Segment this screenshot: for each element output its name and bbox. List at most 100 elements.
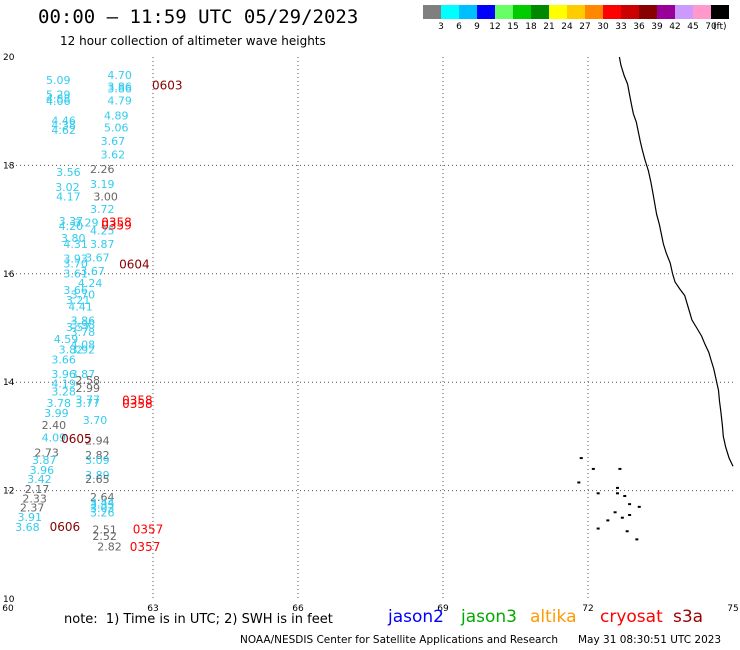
wave-height-label: 3.44 bbox=[90, 497, 115, 510]
wave-height-label: 4.88 bbox=[46, 93, 71, 106]
colorbar-swatch bbox=[621, 5, 639, 19]
wave-height-label: 3.42 bbox=[27, 473, 52, 486]
wave-height-label: 4.41 bbox=[68, 300, 93, 313]
wave-height-label: 4.25 bbox=[90, 224, 115, 237]
footer-timestamp: May 31 08:30:51 UTC 2023 bbox=[578, 634, 722, 646]
x-tick-label: 66 bbox=[292, 604, 304, 614]
x-tick-label: 72 bbox=[582, 604, 593, 614]
wave-height-label: 3.96 bbox=[51, 368, 76, 381]
wave-height-label: 2.51 bbox=[92, 524, 117, 537]
colorbar-swatch bbox=[441, 5, 459, 19]
wave-height-label: 2.73 bbox=[34, 447, 59, 460]
y-tick-label: 12 bbox=[3, 487, 14, 497]
island-mark bbox=[596, 527, 600, 530]
colorbar-swatch bbox=[477, 5, 495, 19]
wave-height-label: 5.09 bbox=[46, 74, 71, 87]
wave-height-label: 4.70 bbox=[107, 69, 132, 82]
wave-height-label: 3.66 bbox=[63, 284, 88, 297]
legend-altika: altika bbox=[530, 607, 577, 627]
wave-height-label: 3.00 bbox=[93, 190, 118, 203]
wave-height-label: 3.61 bbox=[63, 267, 88, 280]
wave-height-label: 4.89 bbox=[104, 110, 129, 123]
wave-height-label: 2.65 bbox=[85, 473, 110, 486]
wave-height-label: 3.26 bbox=[90, 506, 115, 519]
wave-height-label: 3.19 bbox=[90, 178, 115, 191]
island-mark bbox=[620, 516, 624, 519]
colorbar-swatch bbox=[711, 5, 729, 19]
wave-height-label: 2.64 bbox=[90, 491, 115, 504]
wave-height-label: 3.28 bbox=[51, 385, 76, 398]
wave-height-label: 2.94 bbox=[85, 435, 110, 448]
island-mark bbox=[577, 481, 581, 484]
wave-height-label: 2.33 bbox=[22, 493, 47, 506]
y-tick-label: 18 bbox=[3, 161, 15, 171]
colorbar-tick-label: 45 bbox=[687, 22, 699, 32]
wave-height-label: 2.99 bbox=[76, 382, 101, 395]
wave-height-label: 2.58 bbox=[76, 374, 101, 387]
colorbar-swatch bbox=[459, 5, 477, 19]
footer-credit: NOAA/NESDIS Center for Satellite Applica… bbox=[240, 634, 558, 646]
wave-height-label: 3.57 bbox=[66, 321, 91, 334]
wave-height-label: 3.70 bbox=[63, 258, 88, 271]
wave-height-label: 4.08 bbox=[71, 338, 96, 351]
wave-height-label: 4.46 bbox=[51, 114, 76, 127]
wave-height-label: 4.79 bbox=[107, 94, 132, 107]
colorbar-tick-label: 27 bbox=[579, 22, 591, 32]
legend-s3a: s3a bbox=[673, 607, 704, 627]
y-tick-label: 20 bbox=[3, 53, 15, 63]
wave-height-label: 4.62 bbox=[51, 124, 76, 137]
wave-height-label: 3.67 bbox=[80, 265, 105, 278]
colorbar-tick-label: 3 bbox=[438, 22, 444, 32]
colorbar-tick-label: 9 bbox=[474, 22, 480, 32]
wave-height-label: 4.06 bbox=[46, 95, 71, 108]
colorbar-tick-label: 15 bbox=[507, 22, 519, 32]
wave-height-label: 2.26 bbox=[90, 163, 115, 176]
colorbar-tick-label: 30 bbox=[597, 22, 609, 32]
legend-jason2: jason2 bbox=[388, 607, 444, 627]
legend-jason3: jason3 bbox=[461, 607, 517, 627]
wave-height-label: 3.86 bbox=[107, 82, 132, 95]
pass-time-label: 0357 bbox=[130, 540, 161, 554]
wave-height-label: 3.62 bbox=[101, 149, 126, 162]
wave-height-label: 3.93 bbox=[63, 253, 88, 266]
wave-height-label: 4.31 bbox=[63, 238, 88, 251]
colorbar-swatch bbox=[639, 5, 657, 19]
wave-height-label: 3.78 bbox=[47, 397, 72, 410]
wave-height-label: 4.24 bbox=[78, 277, 103, 290]
wave-height-label: 3.02 bbox=[55, 181, 80, 194]
wave-height-label: 3.66 bbox=[51, 353, 76, 366]
wave-height-label: 4.09 bbox=[42, 431, 67, 444]
pass-time-label: 0603 bbox=[152, 79, 183, 93]
colorbar-swatch bbox=[585, 5, 603, 19]
pass-time-label: 0359 bbox=[101, 219, 132, 233]
wave-height-label: 3.87 bbox=[71, 368, 96, 381]
island-mark bbox=[616, 492, 619, 495]
wave-height-label: 3.67 bbox=[101, 135, 126, 148]
wave-height-label: 3.72 bbox=[90, 203, 115, 216]
island-mark bbox=[591, 467, 595, 470]
map-subtitle: 12 hour collection of altimeter wave hei… bbox=[60, 34, 326, 48]
colorbar-swatch bbox=[693, 5, 711, 19]
wave-height-label: 4.38 bbox=[51, 119, 76, 132]
colorbar-tick-label: 24 bbox=[561, 22, 573, 32]
coastline bbox=[618, 56, 734, 467]
island-mark bbox=[579, 457, 583, 460]
wave-height-label: 3.92 bbox=[71, 344, 96, 357]
wave-height-label: 3.87 bbox=[90, 238, 115, 251]
colorbar-tick-label: 12 bbox=[489, 22, 501, 32]
island-mark bbox=[613, 511, 617, 514]
colorbar-tick-label: 39 bbox=[651, 22, 663, 32]
wave-height-label: 2.52 bbox=[92, 530, 117, 543]
island-mark bbox=[625, 530, 629, 533]
wave-height-label: 3.99 bbox=[44, 407, 69, 420]
pass-time-label: 0358 bbox=[101, 215, 132, 229]
wave-height-label: 3.86 bbox=[107, 80, 132, 93]
footer-note: note: 1) Time is in UTC; 2) SWH is in fe… bbox=[64, 612, 333, 627]
colorbar-swatch bbox=[549, 5, 567, 19]
colorbar-tick-label: 18 bbox=[525, 22, 537, 32]
x-tick-label: 69 bbox=[437, 604, 449, 614]
wave-height-label: 2.40 bbox=[42, 419, 67, 432]
colorbar-swatch bbox=[675, 5, 693, 19]
wave-height-label: 3.29 bbox=[74, 216, 99, 229]
island-mark bbox=[606, 519, 610, 522]
